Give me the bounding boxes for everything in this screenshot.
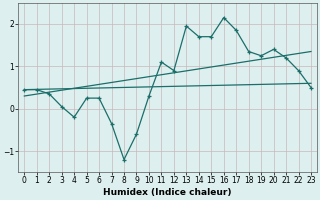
X-axis label: Humidex (Indice chaleur): Humidex (Indice chaleur) xyxy=(103,188,232,197)
